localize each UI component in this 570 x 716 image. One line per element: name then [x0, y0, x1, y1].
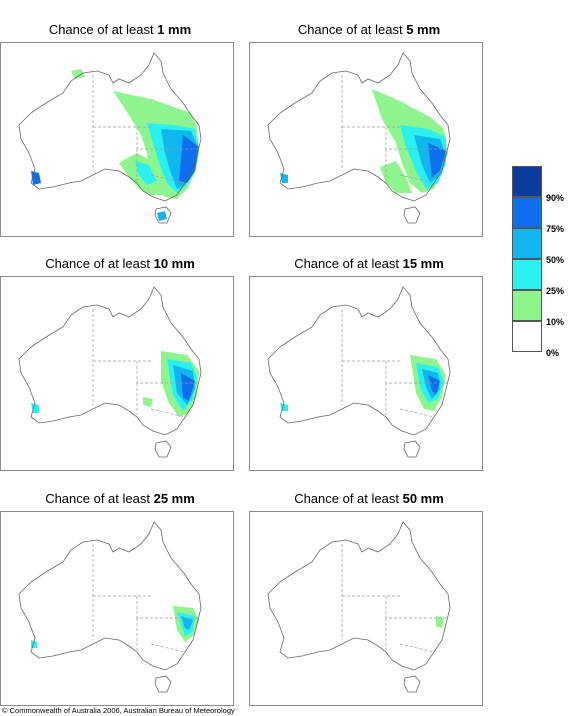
legend-swatch-0 [512, 321, 542, 352]
panel-title: Chance of at least 25 mm [45, 491, 195, 506]
legend-label: 0% [546, 348, 560, 358]
panel-title: Chance of at least 10 mm [45, 256, 195, 271]
legend-label: 75% [546, 224, 565, 234]
map-frame [249, 276, 483, 471]
rain-zone-nt [71, 69, 85, 79]
australia-map [267, 521, 451, 693]
map-frame [249, 511, 483, 706]
australia-map [267, 52, 451, 224]
rain-zone-tas [157, 211, 167, 221]
panel-title: Chance of at least 5 mm [297, 22, 441, 37]
rain-zone-75 [179, 135, 199, 183]
australia-map [18, 521, 202, 693]
legend-swatch-10 [512, 290, 542, 321]
legend-swatch-50 [512, 228, 542, 259]
map-frame [0, 511, 234, 706]
legend-label: 90% [546, 193, 565, 203]
copyright-notice: © Commonwealth of Australia 2006, Austra… [2, 706, 235, 715]
legend-label: 10% [546, 317, 565, 327]
legend-swatch-75 [512, 197, 542, 228]
australia-map [18, 52, 202, 224]
map-frame [249, 42, 483, 237]
legend-swatch-25 [512, 259, 542, 290]
panel-title: Chance of at least 1 mm [48, 22, 192, 37]
map-frame [0, 42, 234, 237]
legend-swatch-90 [512, 166, 542, 197]
map-frame [0, 276, 234, 471]
rain-zone-50 [181, 616, 193, 630]
australia-map [267, 286, 451, 458]
rain-zone-sa-25 [135, 161, 157, 185]
legend-label: 25% [546, 286, 565, 296]
rain-zone-75 [181, 373, 195, 401]
panel-title: Chance of at least 15 mm [294, 256, 444, 271]
australia-map [18, 286, 202, 458]
legend-label: 50% [546, 255, 565, 265]
rain-zone-75 [428, 375, 440, 395]
rain-zone-10 [436, 616, 444, 628]
rain-zone-75 [428, 143, 446, 177]
panel-title: Chance of at least 50 mm [294, 491, 444, 506]
rain-zone-sa [143, 397, 153, 407]
